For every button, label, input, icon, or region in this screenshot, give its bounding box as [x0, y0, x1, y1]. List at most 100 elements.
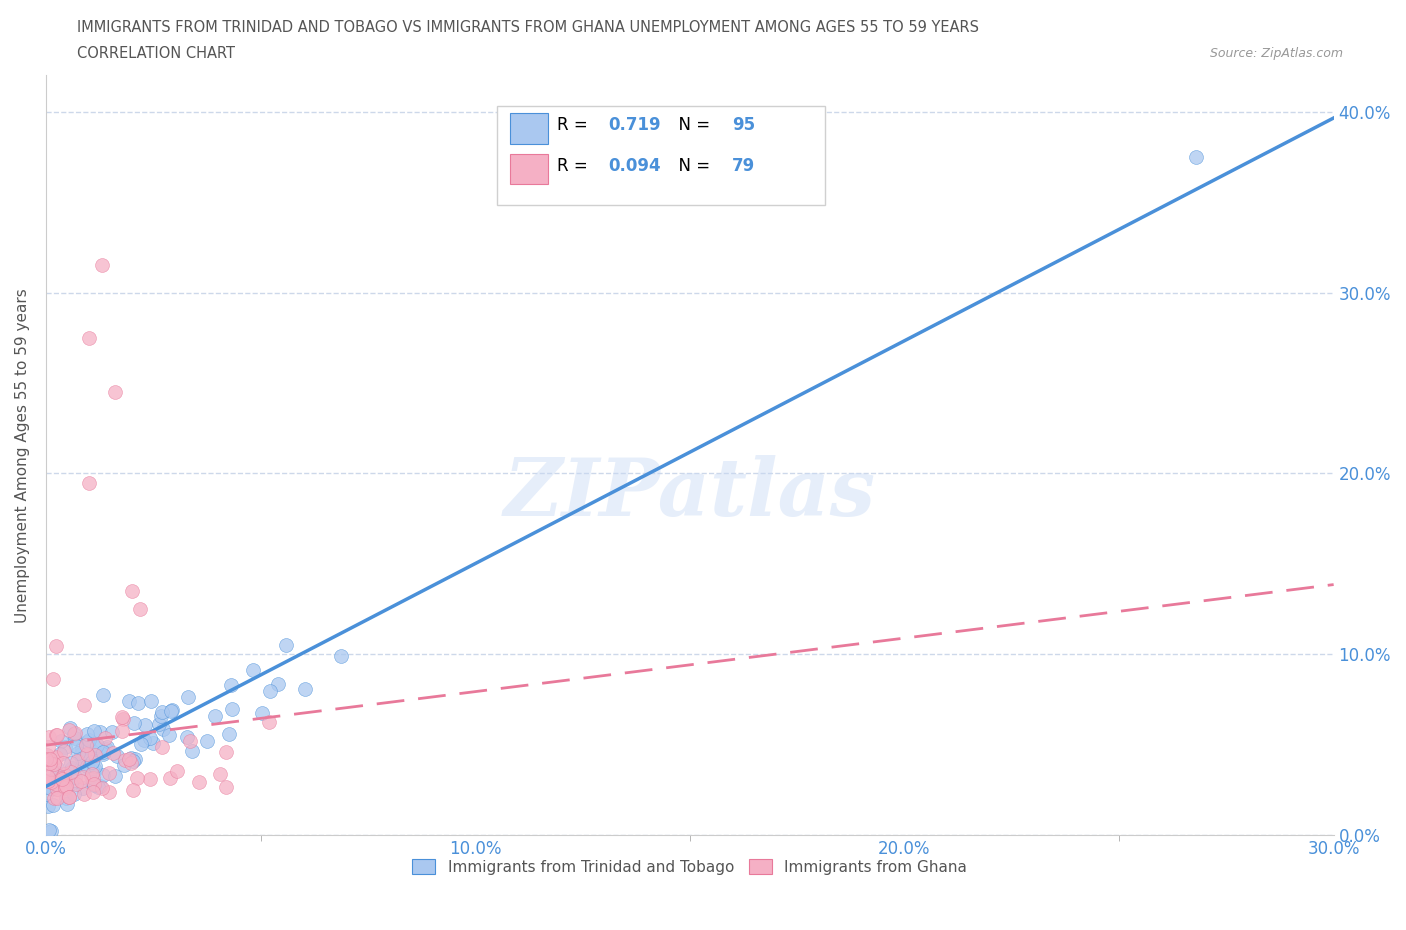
Point	[44, 751, 66, 765]
Point	[111, 724, 134, 738]
Point	[124, 751, 146, 766]
Point	[63, 770, 86, 785]
Point	[66, 754, 89, 769]
Point	[84, 740, 107, 755]
Point	[46, 781, 69, 796]
Point	[42, 797, 65, 812]
Point	[59, 776, 82, 790]
Point	[134, 733, 156, 748]
Point	[208, 766, 231, 781]
Point	[134, 718, 156, 733]
Point	[125, 771, 148, 786]
Point	[45, 768, 67, 783]
FancyBboxPatch shape	[496, 106, 825, 205]
Point	[114, 753, 136, 768]
Point	[76, 726, 98, 741]
Point	[94, 741, 117, 756]
Point	[82, 770, 104, 785]
Point	[160, 703, 183, 718]
Point	[38, 823, 60, 838]
Point	[39, 775, 62, 790]
Point	[98, 765, 121, 780]
Text: ZIPatlas: ZIPatlas	[503, 455, 876, 532]
Point	[166, 764, 188, 778]
Point	[142, 735, 165, 750]
Point	[91, 745, 114, 760]
Point	[111, 710, 134, 724]
Point	[70, 774, 93, 789]
Point	[276, 638, 298, 653]
Point	[39, 780, 62, 795]
Point	[52, 766, 75, 781]
Point	[39, 762, 62, 777]
Point	[83, 777, 105, 792]
Point	[70, 751, 93, 766]
Point	[179, 734, 201, 749]
Bar	[509, 113, 548, 144]
Point	[157, 727, 180, 742]
Point	[41, 671, 63, 686]
Point	[55, 778, 77, 793]
Point	[35, 787, 58, 802]
Point	[188, 774, 211, 789]
Point	[65, 777, 87, 791]
Point	[67, 746, 90, 761]
Point	[76, 747, 98, 762]
Point	[121, 754, 143, 769]
Point	[294, 682, 316, 697]
Point	[52, 771, 75, 786]
Text: R =: R =	[557, 115, 593, 134]
Point	[82, 766, 104, 781]
Point	[39, 755, 62, 770]
Point	[49, 747, 72, 762]
Point	[65, 738, 87, 753]
Point	[53, 781, 76, 796]
Point	[59, 755, 82, 770]
Text: N =: N =	[668, 157, 716, 175]
Point	[45, 750, 67, 764]
Point	[91, 768, 114, 783]
Point	[37, 739, 59, 754]
Point	[90, 780, 112, 795]
Point	[60, 760, 83, 775]
Point	[82, 784, 104, 799]
Point	[177, 690, 200, 705]
Point	[39, 752, 62, 767]
Point	[1185, 150, 1208, 165]
Point	[82, 775, 104, 790]
Point	[176, 730, 198, 745]
Point	[83, 777, 105, 791]
Point	[86, 737, 108, 752]
Point	[129, 602, 152, 617]
Point	[77, 330, 100, 345]
Point	[138, 772, 160, 787]
Point	[221, 702, 243, 717]
Point	[120, 751, 142, 765]
Point	[37, 770, 59, 785]
Text: N =: N =	[668, 115, 716, 134]
Point	[52, 756, 75, 771]
Point	[112, 758, 135, 773]
Point	[37, 798, 59, 813]
Legend: Immigrants from Trinidad and Tobago, Immigrants from Ghana: Immigrants from Trinidad and Tobago, Imm…	[406, 853, 973, 881]
Point	[90, 258, 112, 272]
Point	[150, 739, 173, 754]
Point	[76, 735, 98, 750]
Point	[77, 475, 100, 490]
Point	[59, 721, 82, 736]
Point	[83, 748, 105, 763]
Point	[42, 790, 65, 805]
Point	[46, 728, 69, 743]
Text: 0.094: 0.094	[609, 157, 661, 175]
Point	[46, 760, 69, 775]
Point	[215, 744, 238, 759]
Point	[77, 732, 100, 747]
Point	[104, 769, 127, 784]
Point	[139, 730, 162, 745]
Point	[159, 704, 181, 719]
Point	[104, 385, 127, 400]
Point	[46, 790, 69, 805]
Point	[35, 748, 58, 763]
Text: 0.719: 0.719	[609, 115, 661, 134]
Point	[219, 677, 242, 692]
